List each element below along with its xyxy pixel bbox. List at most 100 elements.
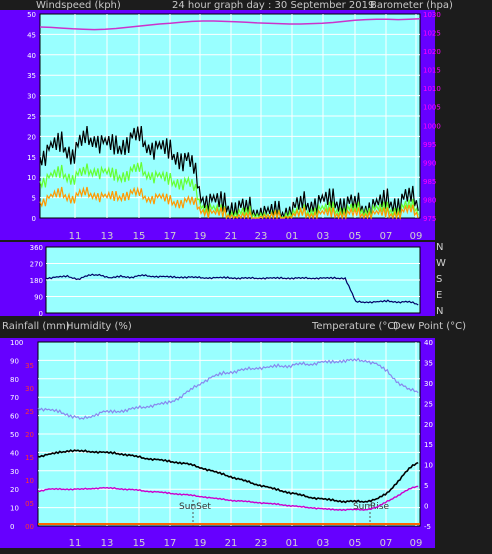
direction-y-tick-label: 180	[30, 277, 43, 285]
barometer-series	[39, 18, 421, 31]
wind-pressure-x-tick-label: 17	[164, 231, 177, 242]
windspeed-y-tick-label: 45	[27, 31, 36, 39]
temp-humidity-x-tick-label: 03	[317, 538, 330, 549]
windspeed-y-tick-label: 5	[32, 195, 36, 203]
temp-humidity-x-tick-label: 05	[349, 538, 362, 549]
barometer-y-tick-label: 1025	[423, 30, 441, 38]
humidity-axis-title: Humidity (%)	[66, 321, 132, 332]
sunrise-annotation: SunRise	[353, 502, 390, 512]
windspeed-y-tick-label: 0	[32, 215, 36, 223]
humidity-series	[37, 357, 419, 420]
compass-label: N	[436, 242, 443, 253]
humidity-y-tick-label: 0	[10, 523, 14, 531]
dewpoint-axis-title: Dew Point (°C)	[393, 321, 467, 332]
sunset-annotation: SunSet	[179, 502, 211, 512]
barometer-y-tick-label: 995	[423, 141, 436, 149]
windspeed-y-tick-label: 40	[27, 52, 36, 60]
windspeed-axis-title: Windspeed (kph)	[36, 0, 121, 11]
barometer-y-tick-label: 975	[423, 215, 436, 223]
humidity-y-tick-label: 20	[10, 486, 19, 494]
direction-y-tick-label: 360	[30, 244, 43, 252]
wind-pressure-x-tick-label: 19	[194, 231, 207, 242]
windspeed-y-tick-label: 20	[27, 133, 36, 141]
windspeed-y-tick-label: 15	[27, 154, 36, 162]
compass-label: N	[436, 306, 443, 317]
temperature-y-tick-label: 10	[424, 462, 433, 470]
humidity-y-tick-label: 80	[10, 376, 19, 384]
barometer-y-tick-label: 1010	[423, 85, 441, 93]
humidity-y-tick-label: 10	[10, 505, 19, 513]
temperature-y-tick-label: 35	[424, 359, 433, 367]
temp-humidity-x-tick-label: 17	[164, 538, 177, 549]
temp-humidity-x-tick-label: 07	[380, 538, 393, 549]
rainfall-y-tick-label: 05	[25, 500, 34, 508]
rainfall-y-tick-label: 30	[25, 385, 34, 393]
barometer-y-tick-label: 1000	[423, 122, 441, 130]
temp-humidity-plot: 01020304050607080901000005101520253035-5…	[10, 339, 433, 549]
wind-pressure-x-tick-label: 23	[255, 231, 268, 242]
temp-humidity-x-tick-label: 15	[133, 538, 146, 549]
wind-pressure-plot: 0510152025303540455097598098599099510001…	[27, 11, 441, 242]
windspeed-y-tick-label: 50	[27, 11, 36, 19]
windspeed-y-tick-label: 35	[27, 72, 36, 80]
temp-humidity-x-tick-label: 19	[194, 538, 207, 549]
barometer-y-tick-label: 1030	[423, 11, 441, 19]
wind-direction-series	[45, 273, 419, 306]
temp-humidity-x-tick-label: 01	[286, 538, 299, 549]
wind-pressure-x-tick-label: 05	[349, 231, 362, 242]
rainfall-y-tick-label: 15	[25, 454, 34, 462]
rainfall-y-tick-label: 35	[25, 362, 34, 370]
compass-label: E	[436, 290, 442, 301]
barometer-y-tick-label: 1020	[423, 48, 441, 56]
temp-humidity-x-tick-label: 09	[410, 538, 423, 549]
humidity-y-tick-label: 40	[10, 449, 19, 457]
barometer-y-tick-label: 980	[423, 196, 436, 204]
temp-humidity-x-tick-label: 21	[225, 538, 238, 549]
humidity-y-tick-label: 90	[10, 357, 19, 365]
direction-y-tick-label: 0	[39, 310, 43, 318]
temperature-y-tick-label: 15	[424, 441, 433, 449]
wind-pressure-x-tick-label: 13	[101, 231, 114, 242]
direction-y-tick-label: 270	[30, 261, 43, 269]
barometer-y-tick-label: 1015	[423, 67, 441, 75]
wind-pressure-x-tick-label: 21	[225, 231, 238, 242]
wind-pressure-x-tick-label: 11	[69, 231, 82, 242]
wind-pressure-x-tick-label: 07	[380, 231, 393, 242]
compass-label: S	[436, 274, 442, 285]
barometer-y-tick-label: 985	[423, 178, 436, 186]
wind-pressure-x-tick-label: 03	[317, 231, 330, 242]
wind-gust-series	[39, 126, 419, 219]
rainfall-y-tick-label: 10	[25, 477, 34, 485]
temp-humidity-x-tick-label: 23	[255, 538, 268, 549]
temp-humidity-x-tick-label: 11	[69, 538, 82, 549]
rainfall-axis-title: Rainfall (mm)	[2, 321, 70, 332]
barometer-y-tick-label: 990	[423, 159, 436, 167]
chart-title: 24 hour graph day : 30 September 2019	[172, 0, 375, 11]
windspeed-y-tick-label: 30	[27, 93, 36, 101]
barometer-axis-title: Barometer (hpa)	[370, 0, 453, 11]
rainfall-y-tick-label: 00	[25, 523, 34, 531]
temp-humidity-x-tick-label: 13	[101, 538, 114, 549]
humidity-y-tick-label: 100	[10, 339, 23, 347]
temperature-y-tick-label: 25	[424, 400, 433, 408]
rainfall-y-tick-label: 20	[25, 431, 34, 439]
compass-label: W	[436, 258, 446, 269]
temperature-y-tick-label: 20	[424, 421, 433, 429]
direction-y-tick-label: 90	[34, 294, 43, 302]
wind-pressure-x-tick-label: 15	[133, 231, 146, 242]
temperature-y-tick-label: 40	[424, 339, 433, 347]
dewpoint-series	[37, 485, 419, 512]
wind-base-series	[39, 186, 419, 221]
humidity-y-tick-label: 30	[10, 468, 19, 476]
temperature-y-tick-label: 0	[424, 503, 428, 511]
temperature-y-tick-label: 5	[424, 482, 428, 490]
temperature-y-tick-label: 30	[424, 380, 433, 388]
wind-pressure-x-tick-label: 01	[286, 231, 299, 242]
temperature-series	[37, 449, 419, 504]
temperature-axis-title: Temperature (°C)	[312, 321, 399, 332]
barometer-y-tick-label: 1005	[423, 104, 441, 112]
humidity-y-tick-label: 50	[10, 431, 19, 439]
humidity-y-tick-label: 60	[10, 413, 19, 421]
